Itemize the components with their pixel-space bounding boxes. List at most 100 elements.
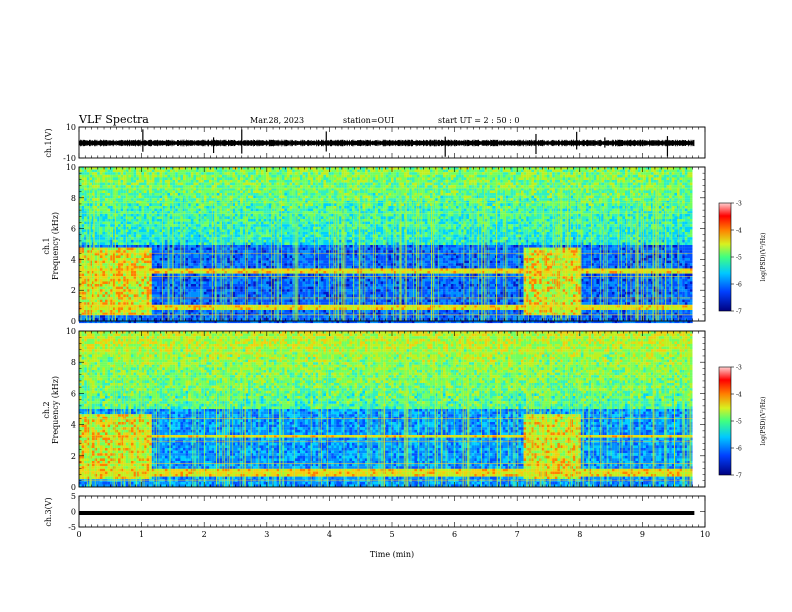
- spectrogram-cell: [139, 266, 142, 269]
- spectrogram-cell: [152, 315, 155, 318]
- spectrogram-cell: [123, 305, 126, 308]
- spectrogram-cell: [136, 255, 139, 258]
- spectrogram-cell: [131, 172, 134, 175]
- spectrogram-cell: [115, 183, 118, 186]
- spectrogram-cell: [128, 177, 131, 180]
- spectrogram-cell: [105, 193, 108, 196]
- spectrogram-cell: [95, 302, 98, 305]
- spectrogram-cell: [136, 250, 139, 253]
- spectrogram-cell: [175, 307, 178, 310]
- spectrogram-cell: [154, 242, 157, 245]
- spectrogram-cell: [131, 222, 134, 225]
- spectrogram-cell: [165, 255, 168, 258]
- spectrogram-cell: [105, 196, 108, 199]
- spectrogram-cell: [131, 190, 134, 193]
- spectrogram-cell: [152, 274, 155, 277]
- spectrogram-cell: [128, 198, 131, 201]
- spectrogram-cell: [152, 237, 155, 240]
- spectrogram-cell: [141, 214, 144, 217]
- spectrogram-cell: [149, 279, 152, 282]
- spectrogram-cell: [144, 219, 147, 222]
- spectrogram-cell: [128, 268, 131, 271]
- spectrogram-cell: [95, 250, 98, 253]
- spectrogram-cell: [175, 196, 178, 199]
- spectrogram-cell: [152, 255, 155, 258]
- spectrogram-cell: [95, 175, 98, 178]
- spectrogram-cell: [100, 242, 103, 245]
- spectrogram-cell: [157, 255, 160, 258]
- spectrogram-cell: [136, 193, 139, 196]
- spectrogram-cell: [160, 294, 163, 297]
- spectrogram-cell: [139, 219, 142, 222]
- spectrogram-cell: [157, 287, 160, 290]
- spectrogram-cell: [139, 268, 142, 271]
- spectrogram-cell: [147, 209, 150, 212]
- spectrogram-cell: [95, 284, 98, 287]
- spectrogram-cell: [178, 170, 181, 173]
- spectrogram-cell: [121, 216, 124, 219]
- spectrogram-cell: [170, 237, 173, 240]
- spectrogram-cell: [144, 255, 147, 258]
- spectrogram-cell: [100, 229, 103, 232]
- spectrogram-cell: [118, 305, 121, 308]
- spectrogram-cell: [118, 172, 121, 175]
- spectrogram-cell: [131, 250, 134, 253]
- spectrogram-cell: [170, 245, 173, 248]
- spectrogram-cell: [128, 209, 131, 212]
- spectrogram-cell: [128, 214, 131, 217]
- spectrogram-cell: [102, 196, 105, 199]
- spectrogram-cell: [110, 185, 113, 188]
- spectrogram-cell: [95, 310, 98, 313]
- spectrogram-cell: [141, 180, 144, 183]
- spectrogram-cell: [165, 188, 168, 191]
- spectrogram-cell: [165, 258, 168, 261]
- spectrogram-cell: [102, 198, 105, 201]
- spectrogram-cell: [121, 284, 124, 287]
- spectrogram-cell: [131, 229, 134, 232]
- spectrogram-cell: [170, 281, 173, 284]
- spectrogram-cell: [160, 279, 163, 282]
- spectrogram-cell: [147, 284, 150, 287]
- spectrogram-cell: [167, 190, 170, 193]
- spectrogram-cell: [162, 177, 165, 180]
- spectrogram-cell: [165, 294, 168, 297]
- spectrogram-cell: [82, 305, 85, 308]
- spectrogram-cell: [141, 224, 144, 227]
- spectrogram-cell: [118, 279, 121, 282]
- spectrogram-cell: [95, 261, 98, 264]
- spectrogram-cell: [102, 302, 105, 305]
- spectrogram-cell: [157, 268, 160, 271]
- spectrogram-cell: [157, 175, 160, 178]
- spectrogram-cell: [102, 227, 105, 230]
- spectrogram-cell: [95, 190, 98, 193]
- spectrogram-cell: [105, 307, 108, 310]
- spectrogram-cell: [144, 318, 147, 321]
- spectrogram-cell: [178, 196, 181, 199]
- spectrogram-cell: [141, 240, 144, 243]
- spectrogram-cell: [131, 297, 134, 300]
- spectrogram-cell: [84, 305, 87, 308]
- spectrogram-cell: [141, 289, 144, 292]
- spectrogram-cell: [149, 287, 152, 290]
- spectrogram-cell: [136, 305, 139, 308]
- spectrogram-cell: [121, 307, 124, 310]
- spectrogram-cell: [144, 292, 147, 295]
- spectrogram-cell: [154, 232, 157, 235]
- spectrogram-cell: [123, 227, 126, 230]
- spectrogram-cell: [173, 175, 176, 178]
- spectrogram-cell: [131, 198, 134, 201]
- spectrogram-cell: [175, 170, 178, 173]
- spectrogram-cell: [170, 209, 173, 212]
- spectrogram-cell: [131, 258, 134, 261]
- spectrogram-cell: [139, 232, 142, 235]
- spectrogram-cell: [82, 315, 85, 318]
- spectrogram-cell: [102, 305, 105, 308]
- spectrogram-cell: [121, 229, 124, 232]
- spectrogram-cell: [175, 268, 178, 271]
- spectrogram-cell: [84, 196, 87, 199]
- spectrogram-cell: [128, 250, 131, 253]
- spectrogram-cell: [139, 261, 142, 264]
- spectrogram-cell: [121, 193, 124, 196]
- spectrogram-cell: [136, 284, 139, 287]
- spectrogram-cell: [105, 232, 108, 235]
